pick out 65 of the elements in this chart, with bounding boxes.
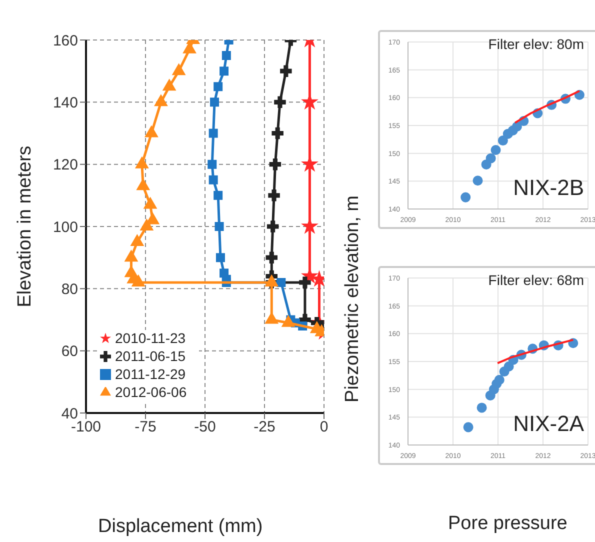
legend-label: 2011-12-29 xyxy=(115,366,186,382)
point xyxy=(266,252,278,264)
x-tick-label: -75 xyxy=(134,418,156,436)
point xyxy=(463,422,474,432)
point xyxy=(266,220,279,232)
x-axis-title: Pore pressure xyxy=(448,513,568,535)
point xyxy=(490,144,501,155)
point xyxy=(208,128,218,138)
y-tick-label: 140 xyxy=(52,94,78,112)
legend-label: 2012-06-06 xyxy=(115,384,187,400)
point xyxy=(272,127,284,140)
point xyxy=(214,222,224,231)
point xyxy=(269,158,282,170)
point xyxy=(208,160,217,169)
annotation: NIX-2A xyxy=(513,411,584,437)
y-tick-label: 120 xyxy=(52,156,78,174)
point xyxy=(476,402,487,413)
point xyxy=(282,315,295,327)
point xyxy=(140,218,154,231)
annotation: Filter elev: 68m xyxy=(488,272,584,288)
y-axis-title: Elevation in meters xyxy=(14,146,36,308)
annotation: Filter elev: 80m xyxy=(488,36,584,52)
point xyxy=(216,253,225,262)
point xyxy=(302,156,318,171)
point xyxy=(144,126,158,138)
point xyxy=(302,94,318,109)
point xyxy=(162,79,176,91)
point xyxy=(494,374,504,385)
point xyxy=(124,250,138,262)
x-tick-label: -50 xyxy=(194,418,216,436)
x-tick-label: -25 xyxy=(254,418,276,436)
point xyxy=(268,190,280,202)
point xyxy=(265,312,278,324)
point xyxy=(472,176,483,186)
legend-label: 2010-11-23 xyxy=(115,330,186,346)
x-tick-label: 0 xyxy=(320,418,328,436)
point xyxy=(460,192,471,202)
y-tick-label: 160 xyxy=(52,32,78,50)
point xyxy=(132,274,145,286)
annotation: NIX-2B xyxy=(513,175,584,201)
y-tick-label: 80 xyxy=(61,280,78,298)
point xyxy=(144,197,157,209)
point xyxy=(210,98,220,107)
point xyxy=(172,64,186,76)
y-axis-title: Piezometric elevation, m xyxy=(342,194,364,404)
point xyxy=(280,65,292,77)
point xyxy=(154,94,168,106)
point xyxy=(498,136,508,146)
y-tick-label: 100 xyxy=(52,218,78,236)
point xyxy=(146,212,160,224)
x-axis-title: Displacement (mm) xyxy=(98,516,263,538)
point xyxy=(208,175,218,184)
point xyxy=(214,82,223,92)
point xyxy=(274,96,286,108)
point xyxy=(512,122,522,132)
point xyxy=(220,66,229,76)
legend-label: 2011-06-15 xyxy=(115,348,186,364)
point xyxy=(135,156,149,168)
point xyxy=(486,153,496,164)
y-tick-label: 60 xyxy=(61,343,78,360)
point xyxy=(130,234,144,246)
point xyxy=(222,51,231,60)
point xyxy=(214,190,223,200)
point xyxy=(276,278,286,287)
point xyxy=(136,178,150,190)
